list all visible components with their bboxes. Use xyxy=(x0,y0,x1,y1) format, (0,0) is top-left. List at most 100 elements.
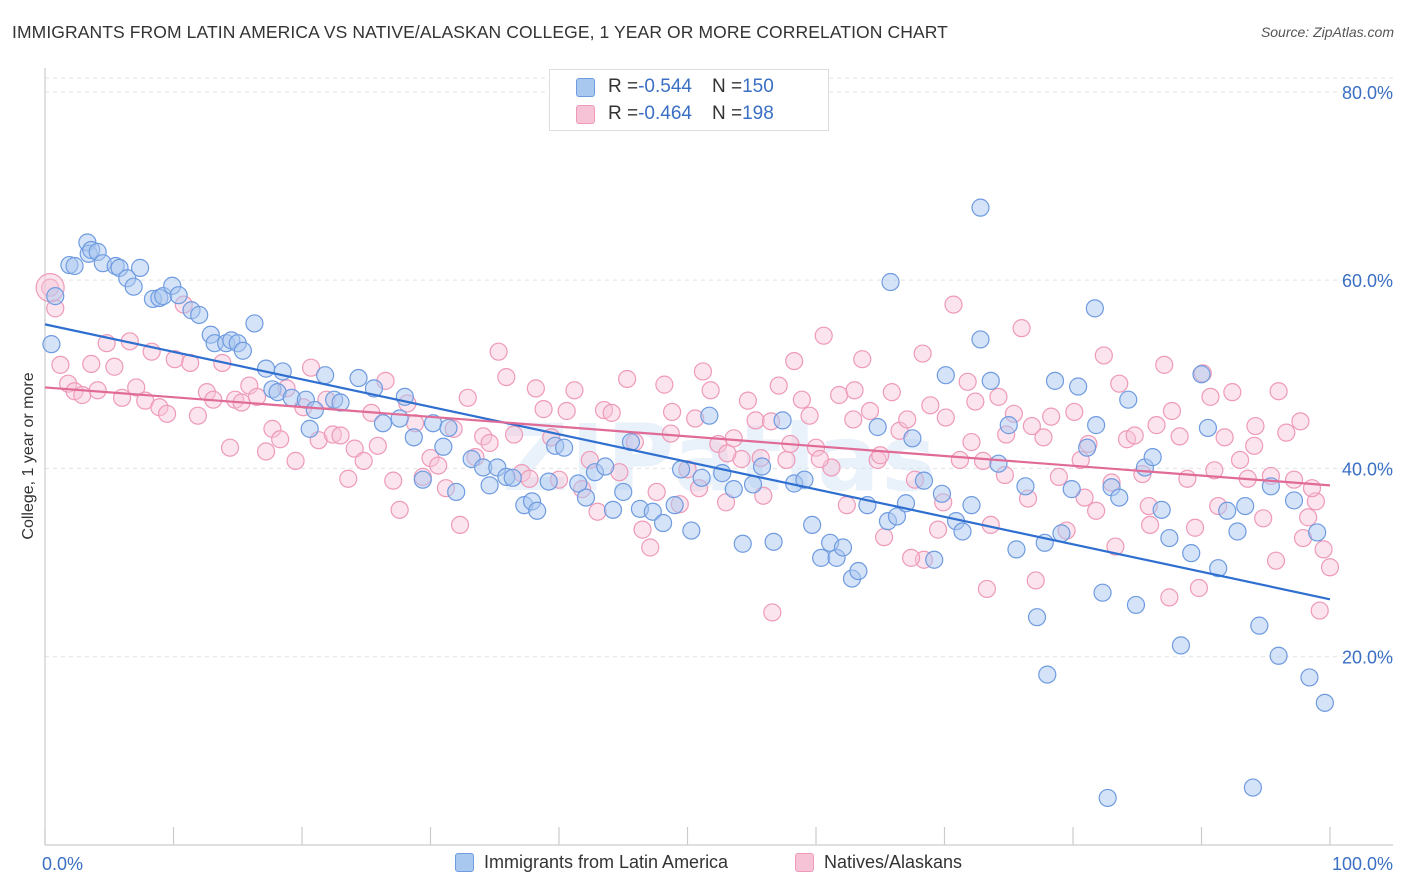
pink-point xyxy=(966,392,985,411)
pink-point xyxy=(913,344,932,363)
pink-point xyxy=(368,436,387,455)
blue-point xyxy=(1171,636,1191,655)
pink-point xyxy=(693,362,713,381)
pink-point xyxy=(339,469,358,488)
pink-point xyxy=(1087,501,1106,520)
blue-point xyxy=(1315,693,1334,712)
pink-point xyxy=(1162,401,1182,421)
blue-point xyxy=(764,532,783,551)
blue-point xyxy=(480,476,499,495)
pink-point xyxy=(1246,416,1265,436)
source-label: Source: ZipAtlas.com xyxy=(1260,24,1394,40)
blue-point xyxy=(404,428,423,447)
pink-point xyxy=(830,385,849,405)
pink-point xyxy=(1042,407,1061,426)
pink-point xyxy=(157,404,177,423)
pink-point xyxy=(520,469,539,488)
pink-point xyxy=(1094,346,1113,365)
blue-point xyxy=(233,341,252,360)
x-tick-label: 100.0% xyxy=(1332,854,1393,874)
pink-point xyxy=(458,388,477,407)
legend-n-value-pink: 198 xyxy=(742,103,774,124)
pink-point xyxy=(354,451,373,470)
legend-n-label: N = xyxy=(711,76,743,97)
blue-point xyxy=(1218,501,1237,520)
blue-point xyxy=(1045,371,1065,390)
blue-point xyxy=(1069,377,1088,396)
pink-point xyxy=(647,482,666,502)
blue-point xyxy=(1269,646,1288,665)
pink-point xyxy=(936,408,955,427)
bottom-legend-label-pink: Natives/Alaskans xyxy=(824,852,963,872)
pink-point xyxy=(845,381,864,400)
pink-point xyxy=(331,426,350,445)
pink-point xyxy=(1147,416,1166,435)
blue-point xyxy=(833,538,853,557)
pink-point xyxy=(746,411,765,430)
pink-point xyxy=(1230,450,1250,470)
blue-point xyxy=(849,561,868,581)
legend-n-label: N = xyxy=(711,103,743,124)
blue-point xyxy=(447,482,466,502)
blue-point xyxy=(569,474,588,493)
blue-point xyxy=(752,457,772,476)
legend-r-label: R = xyxy=(608,76,639,97)
pink-point xyxy=(1266,551,1286,570)
pink-point xyxy=(1185,518,1205,537)
blue-trendline xyxy=(44,323,1331,601)
pink-point xyxy=(944,295,963,314)
blue-point xyxy=(671,460,691,479)
pink-point xyxy=(497,367,516,387)
pink-point xyxy=(882,383,901,402)
blue-legend-swatch-icon xyxy=(455,853,474,872)
blue-point xyxy=(1192,365,1211,384)
blue-point xyxy=(1308,523,1327,542)
pink-point xyxy=(1201,387,1220,406)
pink-point xyxy=(633,520,652,539)
blue-point xyxy=(1093,583,1112,602)
pink-point xyxy=(989,387,1008,406)
blue-point xyxy=(868,417,887,437)
blue-point xyxy=(42,335,61,354)
blue-point xyxy=(1027,608,1047,627)
pink-point xyxy=(1320,558,1340,577)
pink-point xyxy=(1310,601,1329,620)
pink-point xyxy=(557,401,576,421)
blue-point xyxy=(981,371,1000,390)
pink-point xyxy=(1106,537,1125,556)
y-axis-label: College, 1 year or more xyxy=(20,372,37,540)
blue-point xyxy=(1250,616,1269,635)
pink-point xyxy=(763,603,782,622)
blue-point xyxy=(305,400,324,420)
pink-point xyxy=(1140,515,1160,535)
pink-point xyxy=(345,439,364,458)
pink-point xyxy=(534,400,553,419)
blue-point xyxy=(971,330,990,349)
pink-point xyxy=(526,379,545,398)
pink-point xyxy=(1314,540,1333,559)
blue-point xyxy=(1198,418,1218,438)
pink-point xyxy=(1223,383,1242,402)
legend-r-label: R = xyxy=(608,103,639,124)
pink-point xyxy=(814,326,833,345)
blue-point xyxy=(1098,788,1117,808)
blue-point xyxy=(773,411,792,430)
bottom-legend-pink: Natives/Alaskans xyxy=(795,852,962,873)
blue-point xyxy=(653,513,673,533)
pink-point xyxy=(384,471,403,490)
pink-point xyxy=(588,502,607,521)
blue-point xyxy=(528,501,547,520)
blue-point xyxy=(130,258,150,277)
pink-point xyxy=(875,528,894,547)
blue-point xyxy=(733,534,752,553)
blue-point xyxy=(1085,299,1104,318)
blue-point xyxy=(692,468,711,487)
blue-point xyxy=(724,480,743,499)
pink-point xyxy=(754,486,773,505)
pink-point xyxy=(1155,355,1174,374)
pink-point xyxy=(785,351,804,371)
blue-point xyxy=(914,471,934,490)
pink-point xyxy=(810,449,829,469)
pink-point xyxy=(51,355,70,374)
